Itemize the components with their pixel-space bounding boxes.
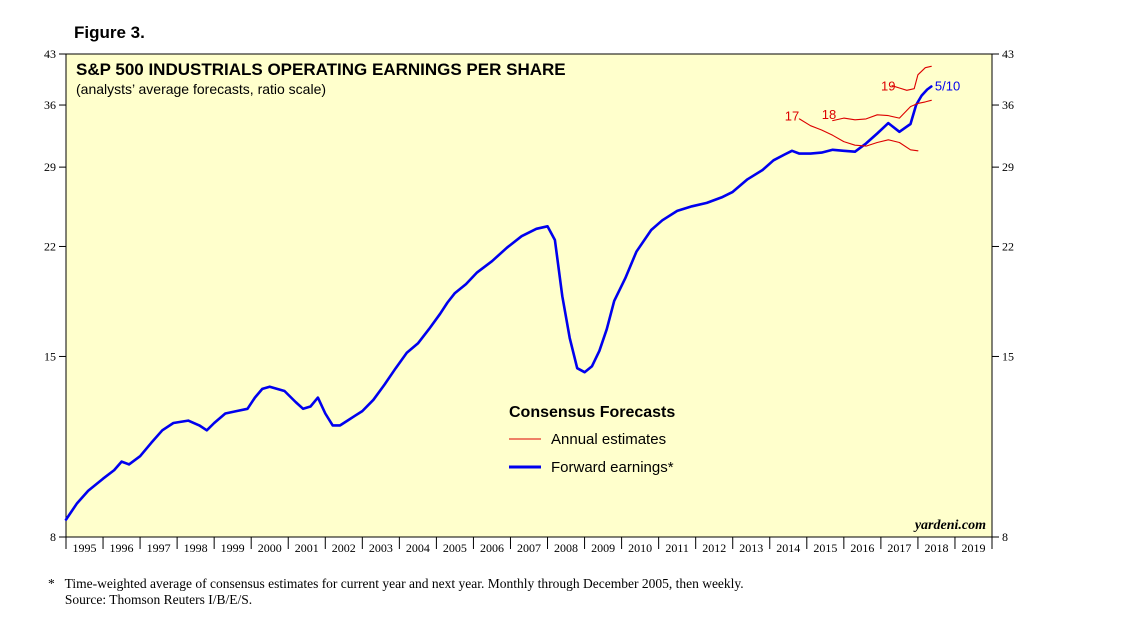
- y-axis-right: 8 15 22 29 36 43: [992, 47, 1014, 544]
- forward-earnings-line: [64, 85, 933, 521]
- annual-estimate-line: [798, 118, 919, 152]
- x-tick-label: 2006: [480, 541, 504, 555]
- y-tick-label-left: 8: [50, 530, 56, 544]
- x-tick-label: 2012: [702, 541, 726, 555]
- annotation-label: 18: [822, 107, 836, 122]
- x-tick-label: 2001: [295, 541, 319, 555]
- x-tick-label: 2007: [517, 541, 541, 555]
- x-tick-label: 2004: [406, 541, 430, 555]
- legend-label-forward: Forward earnings*: [551, 459, 674, 476]
- x-tick-label: 2003: [369, 541, 393, 555]
- y-tick-label-left: 43: [44, 47, 56, 61]
- x-tick-label: 2010: [628, 541, 652, 555]
- x-tick-label: 2000: [258, 541, 282, 555]
- x-tick-label: 2015: [813, 541, 837, 555]
- legend-label-annual: Annual estimates: [551, 431, 666, 448]
- x-tick-label: 1998: [184, 541, 208, 555]
- chart-title: S&P 500 INDUSTRIALS OPERATING EARNINGS P…: [76, 60, 566, 79]
- chart-subtitle: (analysts’ average forecasts, ratio scal…: [76, 81, 326, 97]
- series-layer: [64, 65, 933, 521]
- x-tick-label: 2008: [554, 541, 578, 555]
- legend: Consensus Forecasts Annual estimates For…: [509, 404, 675, 476]
- annotations: 17 18 19 5/10: [785, 78, 960, 123]
- x-tick-label: 2018: [924, 541, 948, 555]
- x-tick-label: 1999: [221, 541, 245, 555]
- annotation-label: 19: [881, 78, 895, 93]
- x-tick-label: 2014: [776, 541, 800, 555]
- figure-label: Figure 3.: [74, 23, 145, 42]
- x-tick-label: 2011: [665, 541, 689, 555]
- y-tick-label-left: 15: [44, 349, 56, 363]
- x-axis: 1995 1996 1997 1998 1999 2000 2001 2002 2003 2004…: [65, 537, 993, 555]
- y-tick-label-right: 36: [1002, 98, 1014, 112]
- annotation-label: 5/10: [935, 78, 960, 93]
- x-tick-label: 2009: [591, 541, 615, 555]
- y-tick-label-left: 29: [44, 160, 56, 174]
- y-tick-label-right: 8: [1002, 530, 1008, 544]
- y-axis-left: 8 15 22 29 36 43: [44, 47, 66, 544]
- y-tick-label-right: 29: [1002, 160, 1014, 174]
- x-tick-label: 2016: [850, 541, 874, 555]
- footnote-line-1: * Time-weighted average of consensus est…: [48, 576, 744, 591]
- x-tick-label: 1995: [73, 541, 97, 555]
- watermark: yardeni.com: [913, 518, 986, 533]
- y-tick-label-right: 43: [1002, 47, 1014, 61]
- x-tick-label: 2005: [443, 541, 467, 555]
- y-tick-label-right: 22: [1002, 239, 1014, 253]
- footnote: * Time-weighted average of consensus est…: [48, 576, 744, 608]
- x-tick-label: 1996: [110, 541, 134, 555]
- annotation-label: 17: [785, 109, 799, 124]
- annual-estimate-line: [832, 99, 932, 122]
- y-tick-label-left: 36: [44, 98, 56, 112]
- x-tick-label: 2017: [887, 541, 911, 555]
- x-tick-label: 2013: [739, 541, 763, 555]
- x-tick-label: 1997: [147, 541, 171, 555]
- x-tick-label: 2002: [332, 541, 356, 555]
- plot-area: [65, 53, 993, 538]
- y-tick-label-right: 15: [1002, 349, 1014, 363]
- legend-title: Consensus Forecasts: [509, 404, 675, 421]
- x-tick-label: 2019: [961, 541, 985, 555]
- annual-estimate-line: [891, 65, 932, 91]
- y-tick-label-left: 22: [44, 239, 56, 253]
- footnote-line-2: Source: Thomson Reuters I/B/E/S.: [48, 592, 253, 607]
